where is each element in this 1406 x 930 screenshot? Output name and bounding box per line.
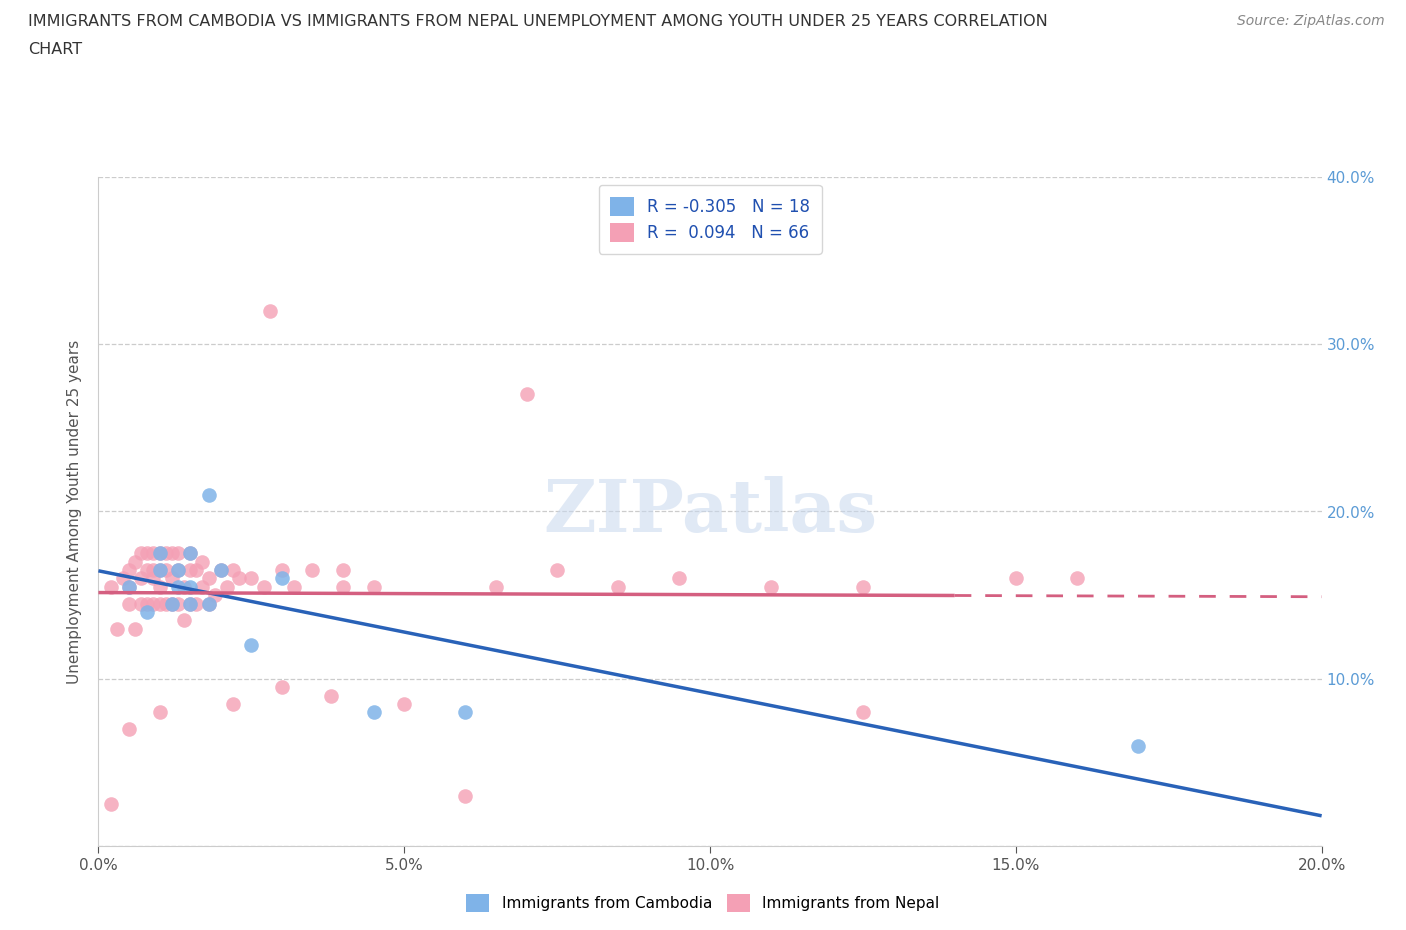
Point [118,722,141,737]
Point [852,579,875,594]
Point [454,789,477,804]
Point [607,579,630,594]
Point [149,563,172,578]
Point [160,546,183,561]
Point [155,546,177,561]
Point [155,596,177,611]
Point [852,705,875,720]
Point [149,705,172,720]
Point [197,571,219,586]
Point [215,579,238,594]
Point [759,579,782,594]
Point [1004,571,1026,586]
Point [363,705,385,720]
Point [1066,571,1088,586]
Point [149,563,172,578]
Point [100,797,122,812]
Point [160,571,183,586]
Point [222,697,245,711]
Point [179,596,201,611]
Point [204,588,226,603]
Point [179,596,201,611]
Point [197,596,219,611]
Point [186,563,208,578]
Point [319,688,342,703]
Point [149,579,172,594]
Point [252,579,274,594]
Point [118,579,141,594]
Point [173,613,195,628]
Point [270,680,292,695]
Point [167,546,190,561]
Legend: R = -0.305   N = 18, R =  0.094   N = 66: R = -0.305 N = 18, R = 0.094 N = 66 [599,185,821,254]
Point [118,563,141,578]
Point [197,596,219,611]
Point [136,604,159,619]
Point [197,487,219,502]
Point [167,596,190,611]
Point [167,563,190,578]
Text: CHART: CHART [28,42,82,57]
Point [332,579,354,594]
Point [136,546,159,561]
Point [118,579,141,594]
Y-axis label: Unemployment Among Youth under 25 years: Unemployment Among Youth under 25 years [67,339,83,684]
Point [270,571,292,586]
Point [301,563,323,578]
Point [155,563,177,578]
Point [111,571,134,586]
Point [240,571,263,586]
Point [516,387,538,402]
Point [222,563,245,578]
Point [160,596,183,611]
Point [1128,738,1150,753]
Point [332,563,354,578]
Text: Source: ZipAtlas.com: Source: ZipAtlas.com [1237,14,1385,28]
Point [186,596,208,611]
Point [228,571,250,586]
Point [129,596,152,611]
Point [124,554,146,569]
Point [142,571,165,586]
Point [129,546,152,561]
Point [485,579,508,594]
Text: IMMIGRANTS FROM CAMBODIA VS IMMIGRANTS FROM NEPAL UNEMPLOYMENT AMONG YOUTH UNDER: IMMIGRANTS FROM CAMBODIA VS IMMIGRANTS F… [28,14,1047,29]
Point [142,563,165,578]
Point [179,579,201,594]
Point [118,596,141,611]
Point [142,596,165,611]
Point [149,596,172,611]
Point [179,563,201,578]
Point [136,596,159,611]
Text: ZIPatlas: ZIPatlas [543,476,877,547]
Point [392,697,416,711]
Point [259,303,281,318]
Point [283,579,305,594]
Legend: Immigrants from Cambodia, Immigrants from Nepal: Immigrants from Cambodia, Immigrants fro… [460,888,946,918]
Point [160,596,183,611]
Point [136,563,159,578]
Point [240,638,263,653]
Point [149,546,172,561]
Point [191,554,214,569]
Point [142,546,165,561]
Point [124,621,146,636]
Point [167,579,190,594]
Point [105,621,128,636]
Point [270,563,292,578]
Point [191,579,214,594]
Point [363,579,385,594]
Point [209,563,232,578]
Point [167,563,190,578]
Point [668,571,690,586]
Point [179,546,201,561]
Point [179,546,201,561]
Point [149,546,172,561]
Point [209,563,232,578]
Point [173,579,195,594]
Point [546,563,568,578]
Point [129,571,152,586]
Point [454,705,477,720]
Point [100,579,122,594]
